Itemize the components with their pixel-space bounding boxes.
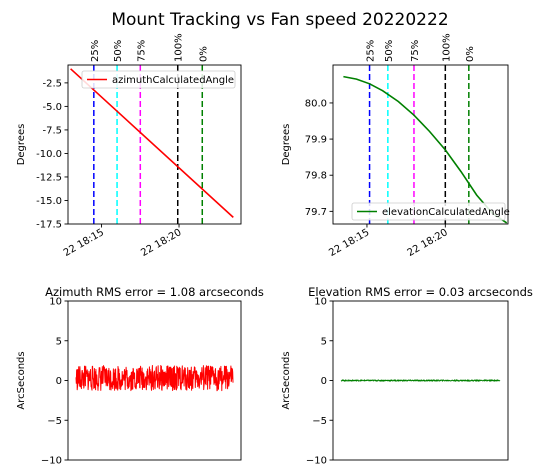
y-tick-label: 5 bbox=[321, 336, 327, 347]
x-tick-label: 22 18:20 bbox=[139, 227, 183, 259]
y-axis-label: Degrees bbox=[16, 124, 27, 166]
y-tick-label: -5.0 bbox=[42, 102, 62, 113]
y-axis-label: Degrees bbox=[281, 124, 292, 166]
fan-speed-marker-label: 0% bbox=[198, 46, 209, 62]
axes-frame bbox=[67, 64, 242, 225]
fan-speed-marker-label: 0% bbox=[465, 46, 476, 62]
y-axis-label: ArcSeconds bbox=[16, 351, 27, 409]
x-tick-label: 22 18:15 bbox=[327, 227, 371, 259]
y-tick-label: 0 bbox=[56, 376, 62, 387]
y-tick-label: -12.5 bbox=[36, 172, 62, 183]
fan-speed-marker-label: 100% bbox=[441, 33, 452, 62]
y-tick-label: −5 bbox=[312, 416, 327, 427]
fan-speed-marker-label: 50% bbox=[384, 40, 395, 62]
fan-speed-marker-label: 25% bbox=[366, 40, 377, 62]
y-tick-label: −10 bbox=[41, 456, 62, 467]
y-tick-label: 80.0 bbox=[305, 98, 327, 109]
y-tick-label: -15.0 bbox=[36, 196, 62, 207]
legend-label: elevationCalculatedAngle bbox=[382, 207, 510, 218]
y-tick-label: −5 bbox=[47, 416, 62, 427]
y-tick-label: 10 bbox=[314, 297, 327, 308]
y-tick-label: 79.8 bbox=[305, 171, 327, 182]
elevation-angle-panel: 25% 50% 75% 100% 0% 80.0 79.9 79.8 79.722 18:15 2… bbox=[281, 33, 510, 259]
fan-speed-marker-label: 75% bbox=[410, 40, 421, 62]
y-tick-label: 79.7 bbox=[305, 207, 327, 218]
series-line-0 bbox=[70, 68, 234, 218]
x-tick-label: 22 18:15 bbox=[62, 227, 106, 259]
figure-title: Mount Tracking vs Fan speed 20220222 bbox=[111, 10, 448, 30]
azimuth-angle-panel: 25% 50% 75% 100% 0% -2.5 -5.0 -7.5 -10.0 -12.5 -15… bbox=[16, 33, 242, 259]
panel-title: Elevation RMS error = 0.03 arcseconds bbox=[308, 285, 533, 299]
azimuth-rms-panel: 10 5 0 −5 −10 ArcSeconds Azimuth RMS error = 1… bbox=[16, 285, 264, 467]
legend-label: azimuthCalculatedAngle bbox=[112, 75, 234, 86]
fan-speed-marker-label: 75% bbox=[136, 40, 147, 62]
rms-error-trace bbox=[340, 379, 501, 382]
y-tick-label: -7.5 bbox=[42, 125, 62, 136]
fan-speed-marker-label: 50% bbox=[113, 40, 124, 62]
y-tick-label: 10 bbox=[49, 297, 62, 308]
y-axis-label: ArcSeconds bbox=[281, 351, 292, 409]
elevation-rms-panel: 10 5 0 −5 −10 ArcSeconds Elevation RMS error =… bbox=[281, 285, 533, 467]
y-tick-label: -17.5 bbox=[36, 220, 62, 231]
y-tick-label: 79.9 bbox=[305, 135, 327, 146]
legend-box bbox=[81, 70, 236, 89]
fan-speed-marker-label: 100% bbox=[174, 33, 185, 62]
panel-title: Azimuth RMS error = 1.08 arcseconds bbox=[45, 285, 264, 299]
y-tick-label: −10 bbox=[306, 456, 327, 467]
series-line-0 bbox=[343, 75, 508, 224]
axes-frame bbox=[332, 64, 509, 225]
y-tick-label: 0 bbox=[321, 376, 327, 387]
rms-error-trace bbox=[75, 365, 234, 392]
fan-speed-marker-label: 25% bbox=[90, 40, 101, 62]
x-tick-label: 22 18:20 bbox=[406, 227, 450, 259]
legend-box bbox=[351, 202, 506, 221]
y-tick-label: -10.0 bbox=[36, 149, 62, 160]
y-tick-label: 5 bbox=[56, 336, 62, 347]
y-tick-label: -2.5 bbox=[42, 78, 62, 89]
